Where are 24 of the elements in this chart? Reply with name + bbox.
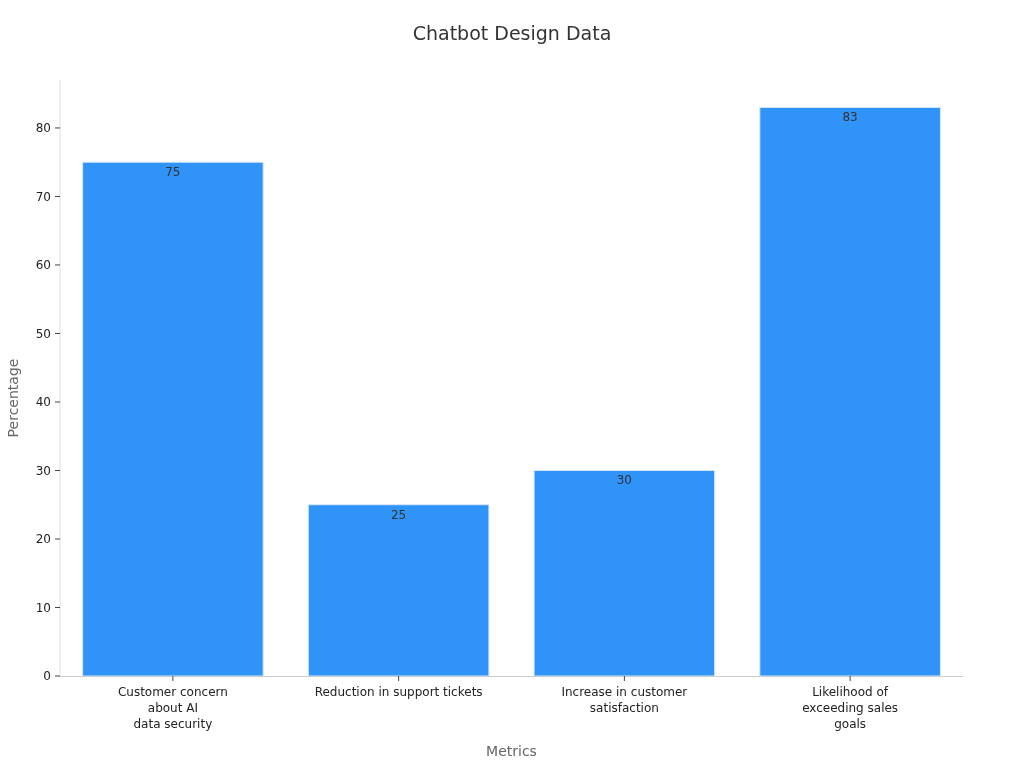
x-tick-label: Likelihood of exceeding sales goals bbox=[802, 685, 899, 731]
bar bbox=[533, 469, 716, 677]
data-label: 75 bbox=[165, 165, 181, 180]
y-tick-label: 20 bbox=[35, 532, 51, 547]
y-tick-label: 40 bbox=[35, 395, 51, 410]
data-label: 83 bbox=[842, 110, 858, 125]
chart-title: Chatbot Design Data bbox=[412, 22, 612, 44]
x-tick-label: Increase in customer satisfaction bbox=[561, 685, 688, 715]
y-tick-label: 0 bbox=[43, 669, 51, 684]
y-axis-title: Percentage bbox=[5, 358, 21, 438]
x-tick-label: Customer concern about AI data security bbox=[117, 685, 228, 731]
data-label: 30 bbox=[616, 473, 633, 488]
y-tick-label: 60 bbox=[35, 258, 51, 273]
bar bbox=[307, 504, 490, 677]
y-tick-label: 30 bbox=[35, 463, 51, 478]
x-axis-title: Metrics bbox=[486, 743, 537, 759]
bar bbox=[759, 106, 941, 677]
x-tick-label: Reduction in support tickets bbox=[314, 685, 483, 699]
data-label: 25 bbox=[390, 507, 407, 522]
y-tick-label: 10 bbox=[35, 600, 51, 615]
y-tick-label: 50 bbox=[35, 326, 51, 341]
y-tick-label: 70 bbox=[35, 189, 51, 204]
y-tick-label: 80 bbox=[35, 121, 51, 136]
bar bbox=[82, 161, 264, 677]
